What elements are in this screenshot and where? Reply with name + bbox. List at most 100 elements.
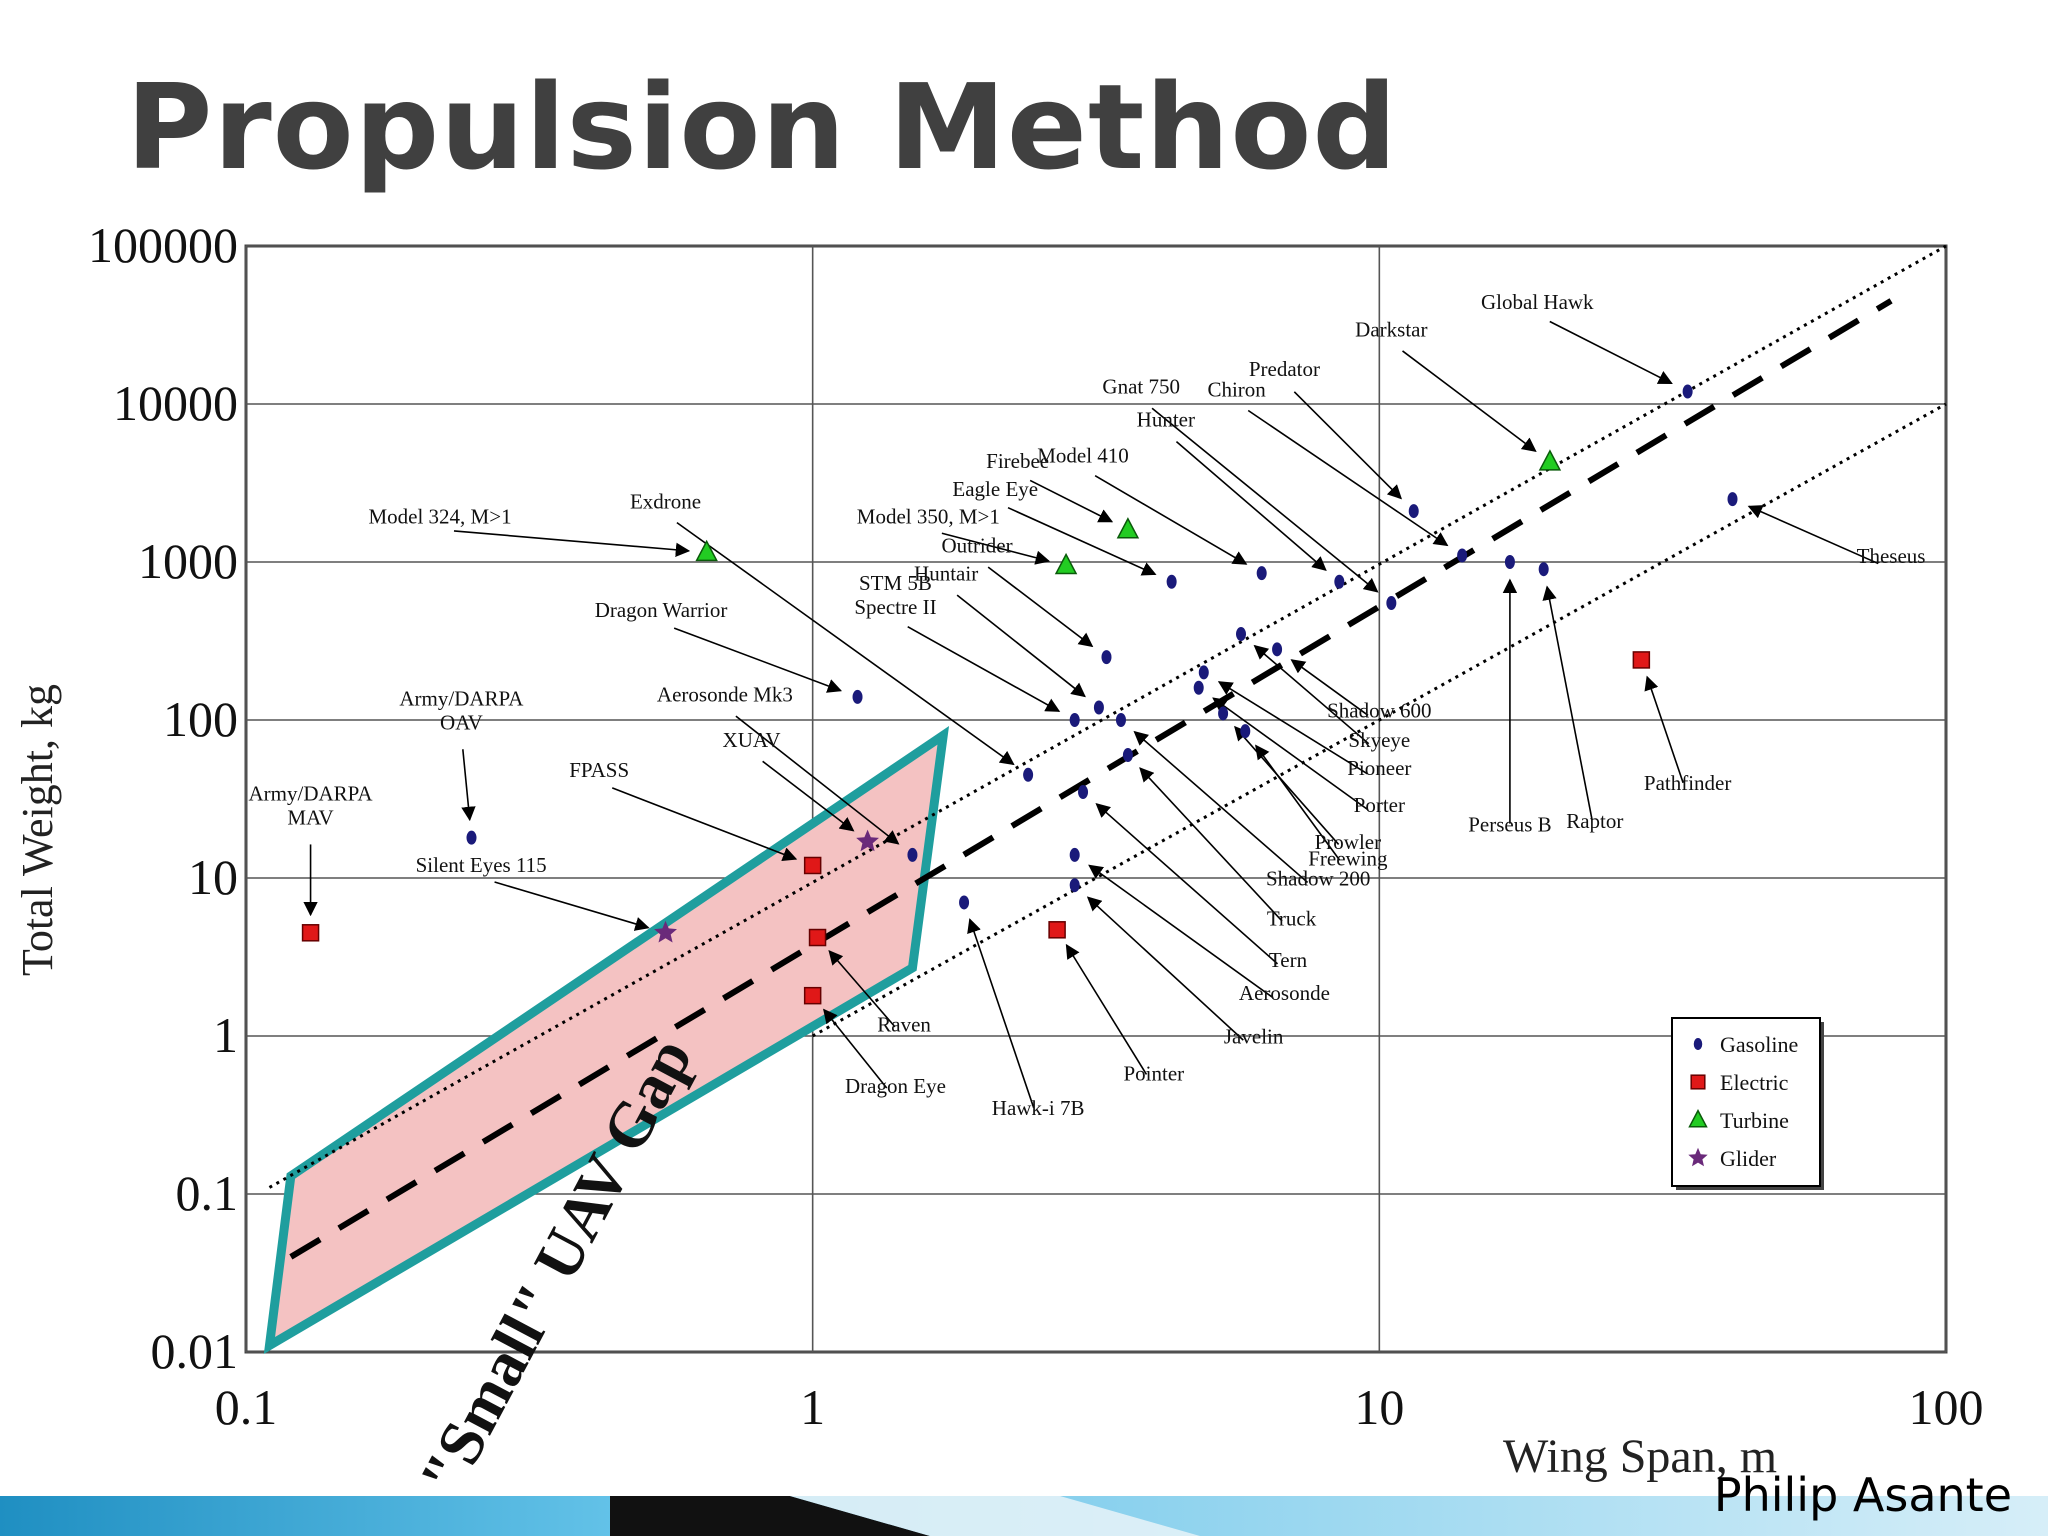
legend-entry: Electric [1720, 1070, 1789, 1095]
callout-arrow [1644, 675, 1684, 784]
callout-arrow [1212, 697, 1369, 811]
data-point-triangle [1538, 449, 1562, 471]
point-label: Model 350, M>1 [857, 505, 1000, 529]
callout-arrow [735, 715, 900, 845]
data-point-circle [1504, 555, 1515, 569]
data-point-circle [907, 847, 918, 862]
y-tick-label: 1000 [138, 533, 238, 589]
point-label: Dragon Warrior [595, 598, 728, 622]
point-label: Aerosonde [1239, 981, 1330, 1005]
point-label: Raven [877, 1012, 931, 1036]
point-layer [301, 384, 1738, 1005]
callout-arrow [907, 626, 1061, 712]
data-point-circle [1334, 574, 1345, 589]
y-axis-label: Total Weight, kg [13, 684, 62, 976]
data-point-circle [1218, 706, 1229, 721]
data-point-circle [466, 830, 477, 845]
data-point-square [1632, 651, 1651, 669]
data-point-circle [1240, 724, 1251, 739]
point-label: Javelin [1224, 1025, 1284, 1049]
legend-layer: Gasoline Electric Turbine Glider [1671, 1017, 1824, 1190]
point-label: Firebee [986, 449, 1049, 473]
data-point-circle [1682, 384, 1693, 399]
y-tick-label: 10 [188, 849, 238, 905]
callout-arrow [987, 566, 1094, 648]
callout-arrow [828, 950, 896, 1028]
point-label: Spectre II [854, 595, 936, 619]
point-label: Skyeye [1348, 728, 1410, 752]
point-label: Gnat 750 [1102, 374, 1180, 398]
x-tick-label: 100 [1909, 1379, 1984, 1435]
point-label: Pointer [1123, 1061, 1184, 1085]
data-point-circle [1386, 596, 1397, 611]
legend-marker-star [1688, 1147, 1708, 1167]
point-label: Truck [1267, 906, 1317, 930]
point-label: Chiron [1207, 378, 1266, 402]
callout-arrow [1086, 896, 1244, 1041]
data-point-circle [1198, 665, 1209, 680]
callout-arrow [1133, 730, 1309, 884]
data-point-circle [1193, 680, 1204, 695]
author-name: Philip Asante [1713, 1468, 2012, 1522]
callout-arrow [823, 1008, 888, 1089]
callout-arrow [1290, 659, 1369, 716]
data-point-square [808, 928, 827, 947]
point-label: Silent Eyes 115 [416, 853, 547, 877]
callout-arrow [676, 521, 1015, 766]
data-point-circle [1727, 492, 1738, 507]
callout-arrow [1247, 409, 1449, 547]
point-label: Pathfinder [1644, 771, 1731, 795]
callout-arrow [1542, 585, 1593, 821]
point-label: Darkstar [1355, 318, 1427, 342]
y-tick-label: 1 [213, 1007, 238, 1063]
point-label: Porter [1354, 793, 1405, 817]
data-point-circle [1408, 504, 1419, 519]
callout-arrow [1253, 644, 1370, 745]
footer-band [0, 1496, 2048, 1536]
data-point-star [654, 920, 677, 943]
point-label: Model 324, M>1 [368, 505, 511, 529]
callout-arrow [1234, 725, 1340, 845]
point-label: FPASS [569, 758, 629, 782]
y-tick-label: 0.01 [151, 1323, 239, 1379]
data-point-circle [1122, 748, 1133, 763]
point-label: Freewing [1308, 846, 1388, 870]
data-point-circle [1069, 713, 1080, 727]
point-label: Pioneer [1347, 756, 1411, 780]
point-label: Hunter [1137, 408, 1195, 432]
dashed-trend-line [289, 298, 1893, 1260]
callout-arrow [1747, 505, 1879, 565]
callout-arrow [941, 532, 1051, 565]
data-point-circle [1166, 574, 1177, 589]
point-label: Dragon Eye [845, 1074, 946, 1098]
callout-arrow [967, 918, 1035, 1108]
point-label: Perseus B [1468, 813, 1551, 837]
x-tick-label: 1 [800, 1379, 825, 1435]
point-label: Raptor [1566, 809, 1623, 833]
callout-arrow [1088, 864, 1274, 999]
small-uav-gap-region [263, 725, 950, 1354]
callout-arrow [1094, 474, 1248, 565]
y-tick-label: 0.1 [176, 1165, 239, 1221]
legend-marker-circle [1693, 1038, 1703, 1050]
data-point-circle [1069, 847, 1080, 862]
data-point-square [803, 986, 822, 1005]
callout-arrow [1007, 506, 1157, 576]
data-point-circle [959, 895, 970, 910]
callout-arrow [1151, 407, 1379, 593]
point-label: Tern [1269, 948, 1308, 972]
data-point-circle [1069, 878, 1080, 893]
callout-arrow [762, 760, 855, 832]
y-tick-label: 10000 [113, 375, 238, 431]
data-point-square [803, 856, 822, 875]
point-label: Prowler [1315, 830, 1382, 854]
point-label: STM 5B [859, 571, 932, 595]
data-point-square [301, 924, 320, 942]
data-point-circle [1457, 548, 1468, 563]
legend-marker-triangle [1688, 1109, 1708, 1128]
callout-arrow [673, 627, 843, 693]
data-point-circle [1538, 562, 1549, 577]
point-label: Army/DARPA [249, 781, 374, 805]
dotted-trend-line [268, 244, 1947, 1189]
